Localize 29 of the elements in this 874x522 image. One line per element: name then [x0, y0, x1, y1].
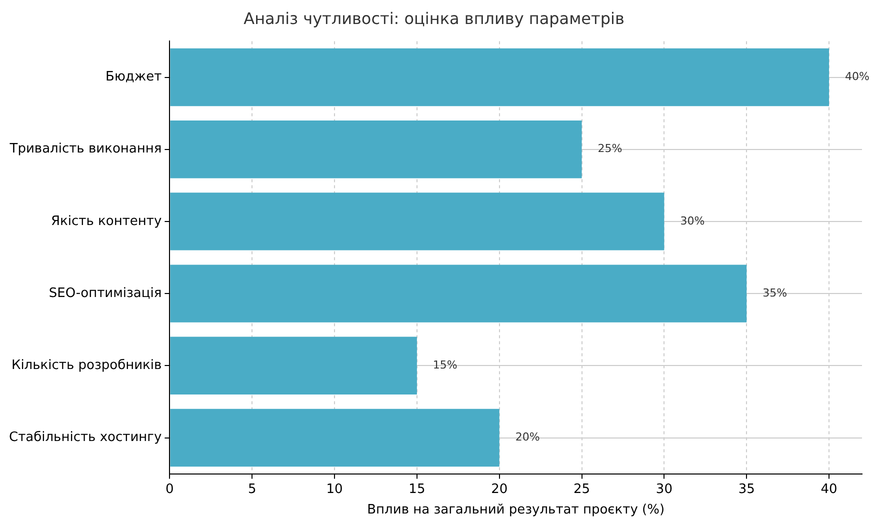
x-tick-label: 5: [248, 482, 256, 497]
bar: [170, 336, 417, 394]
x-axis-title: Вплив на загальний результат проєкту (%): [367, 502, 665, 518]
bar: [170, 264, 747, 322]
y-tick-label: Якість контенту: [51, 214, 162, 229]
y-tick-label: Бюджет: [106, 70, 162, 85]
x-tick-label: 40: [820, 482, 838, 497]
data-label: 30%: [680, 214, 705, 228]
data-label: 35%: [762, 286, 788, 300]
x-tick-label: 0: [166, 482, 174, 497]
x-tick-label: 20: [491, 482, 508, 497]
x-tick-label: 10: [326, 482, 343, 497]
data-label: 20%: [515, 430, 540, 444]
x-tick-label: 15: [408, 482, 426, 497]
y-tick-label: SEO-оптимізація: [48, 286, 162, 301]
bar: [170, 120, 582, 178]
y-tick-label: Стабільність хостингу: [8, 430, 162, 446]
chart-title: Аналіз чутливості: оцінка впливу параметрів: [244, 8, 624, 28]
data-label: 40%: [845, 70, 870, 84]
data-label: 15%: [432, 358, 458, 372]
bar: [170, 408, 500, 467]
bar: [170, 48, 830, 106]
y-tick-label: Кількість розробників: [11, 358, 162, 374]
x-tick-label: 25: [574, 482, 590, 497]
x-tick-label: 35: [738, 482, 755, 497]
y-tick-label: Тривалість виконання: [8, 142, 162, 157]
data-label: 25%: [598, 142, 622, 156]
bar: [170, 192, 664, 250]
x-tick-label: 30: [656, 482, 672, 497]
